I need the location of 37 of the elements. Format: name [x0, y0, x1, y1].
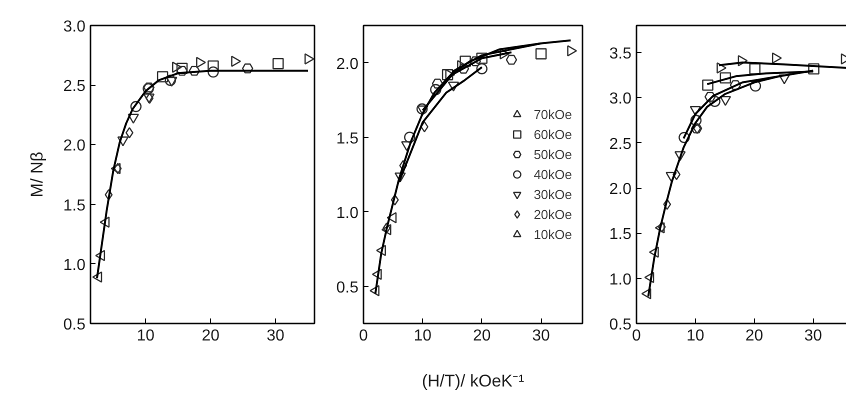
y-tick-label: 3.5	[609, 46, 632, 63]
x-tick-label: 30	[804, 328, 822, 344]
x-tick-label: 0	[632, 328, 642, 344]
x-tick-label: 20	[745, 328, 764, 344]
x-tick-label: 10	[414, 328, 432, 344]
y-tick-label: 1.0	[63, 256, 86, 274]
x-tick-label: 10	[136, 328, 155, 344]
y-tick-label: 2.5	[63, 78, 86, 96]
x-tick-label: 20	[472, 328, 491, 344]
y-tick-label: 1.0	[336, 204, 359, 222]
legend-label: 10kOe	[534, 226, 572, 242]
legend-label: 70kOe	[534, 106, 572, 122]
y-tick-label: 2.0	[609, 181, 632, 198]
y-tick-label: 1.5	[63, 197, 86, 214]
legend-label: 50kOe	[534, 146, 572, 162]
x-tick-label: 0	[359, 328, 368, 344]
x-axis-title: (H/T)/ kOeK⁻¹	[422, 372, 525, 390]
y-tick-label: 0.5	[336, 279, 359, 296]
x-tick-label: 10	[686, 328, 704, 344]
x-tick-label: 30	[532, 328, 550, 344]
y-axis-title: M/ Nβ	[27, 151, 46, 198]
legend-label: 30kOe	[534, 186, 572, 202]
y-tick-label: 1.5	[609, 226, 632, 244]
y-tick-label: 2.0	[63, 138, 86, 155]
legend-label: 60kOe	[534, 126, 572, 142]
y-tick-label: 3.0	[609, 90, 632, 108]
y-tick-label: 0.5	[63, 316, 86, 334]
y-tick-label: 2.0	[336, 56, 359, 73]
y-tick-label: 0.5	[609, 316, 632, 334]
x-tick-label: 20	[202, 328, 220, 344]
legend-label: 40kOe	[534, 166, 572, 182]
x-tick-label: 30	[266, 328, 285, 344]
y-tick-label: 3.0	[63, 18, 86, 36]
y-tick-label: 1.0	[609, 271, 632, 288]
y-tick-label: 1.5	[336, 130, 359, 148]
y-tick-label: 2.5	[609, 136, 632, 153]
legend-label: 20kOe	[534, 206, 572, 222]
